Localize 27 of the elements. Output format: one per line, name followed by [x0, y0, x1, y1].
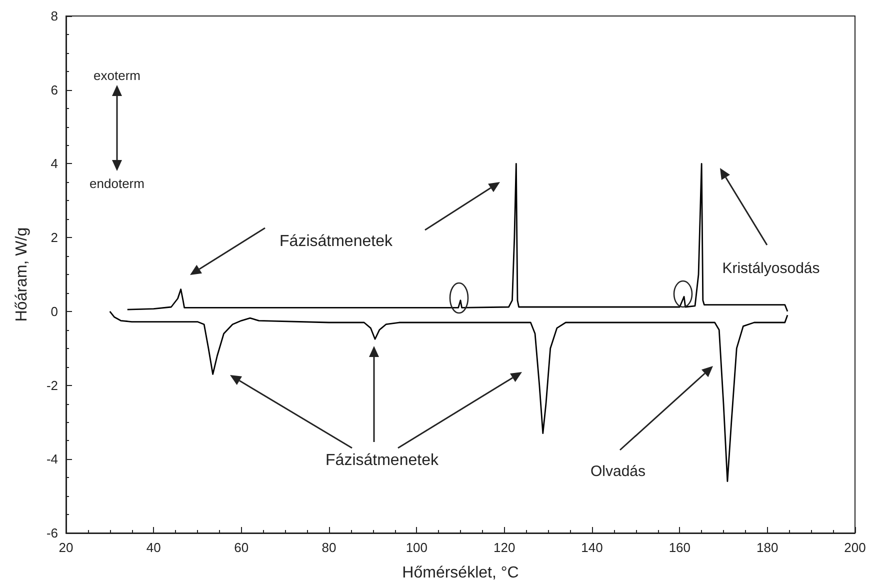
x-tick-label: 40 [146, 540, 161, 555]
y-tick-label: -2 [46, 378, 58, 393]
x-tick-label: 140 [581, 540, 603, 555]
x-tick-label: 200 [844, 540, 866, 555]
y-tick-label: 2 [50, 230, 58, 246]
x-tick-label: 100 [406, 540, 428, 555]
annotation: Fázisátmenetek [326, 452, 440, 469]
line-series [109, 310, 788, 482]
y-tick-label: -6 [46, 526, 58, 540]
y-tick-label: 0 [50, 304, 58, 319]
x-tick-label: 80 [322, 540, 336, 555]
x-tick-label: 120 [493, 540, 516, 555]
x-tick-label: 160 [668, 540, 691, 555]
x-axis-title: Hőmérséklet, °C [402, 564, 519, 582]
annotation: exoterm [94, 68, 140, 83]
annotation: Fázisátmenetek [280, 233, 394, 250]
x-tick-label: 180 [756, 540, 778, 555]
y-tick-label: 8 [50, 8, 58, 24]
x-tick-label: 60 [234, 540, 249, 555]
x-tick-label: 20 [58, 540, 74, 555]
y-tick-label: 4 [50, 156, 58, 172]
y-tick-label: -4 [46, 452, 58, 467]
y-axis-title: Hőáram, W/g [14, 227, 30, 322]
y-tick-label: 6 [50, 82, 58, 98]
annotation: Kristályosodás [722, 260, 820, 277]
annotation: endoterm [90, 176, 144, 191]
annotation: Olvadás [590, 463, 646, 480]
